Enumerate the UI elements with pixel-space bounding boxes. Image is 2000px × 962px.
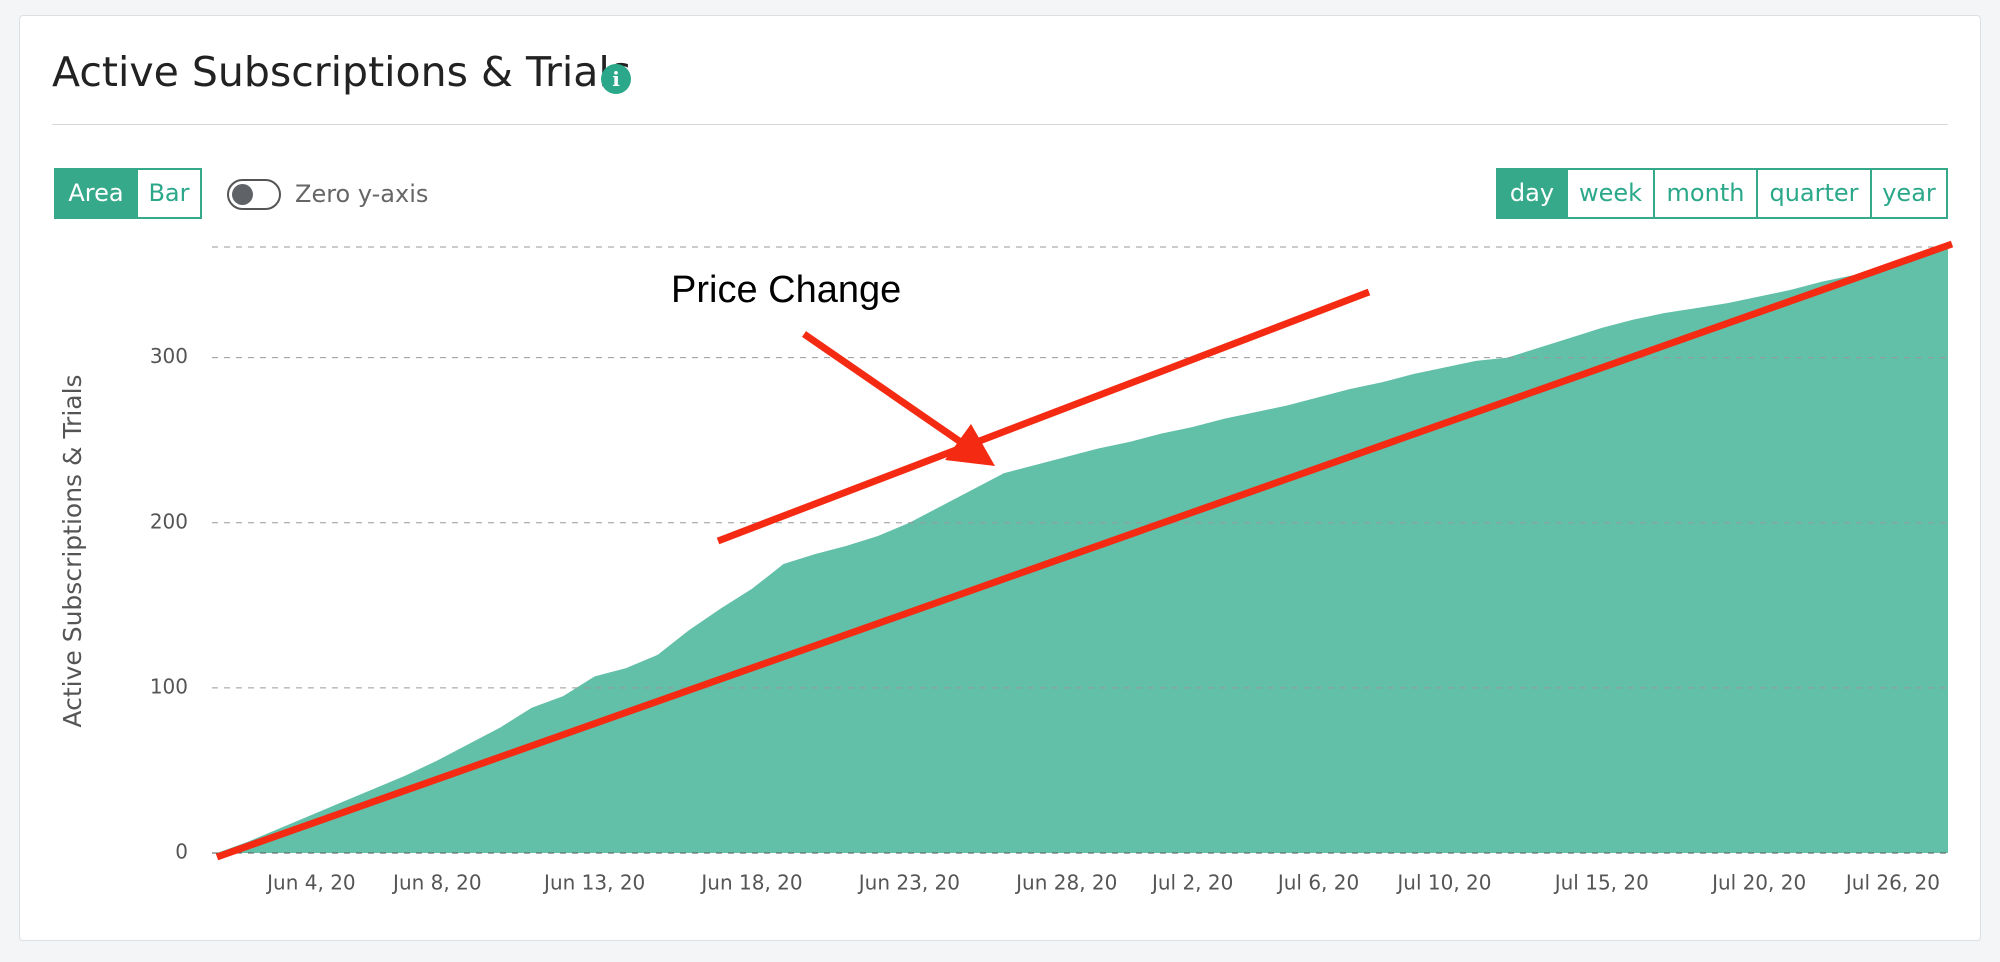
x-tick-label: Jul 10, 20 [1395,871,1491,895]
toggle-label: Zero y-axis [295,180,429,208]
arrow-head [945,424,995,466]
annotation: Price Change [671,269,901,311]
x-tick-label: Jun 8, 20 [391,871,482,895]
y-tick-label: 300 [150,344,188,368]
x-tick-label: Jun 28, 20 [1014,871,1117,895]
x-tick-label: Jun 4, 20 [265,871,356,895]
button[interactable]: Bar [136,168,202,219]
y-tick-label: 0 [175,840,188,864]
trend-line [215,240,1954,861]
title: Active Subscriptions & Trials [52,48,632,96]
info-icon[interactable]: i [601,64,631,94]
button[interactable]: day [1496,168,1568,219]
trend-line [716,288,1371,545]
toggle-knob [232,184,253,205]
x-tick-label: Jul 20, 20 [1710,871,1806,895]
x-tick-label: Jun 18, 20 [699,871,802,895]
button[interactable]: month [1653,168,1758,219]
button[interactable]: quarter [1756,168,1872,219]
y-tick-label: 200 [150,509,188,533]
zero-axis-toggle[interactable] [227,179,281,210]
divider [52,124,1948,125]
x-tick-label: Jun 23, 20 [857,871,960,895]
x-tick-label: Jul 15, 20 [1553,871,1649,895]
button[interactable]: year [1870,168,1948,219]
y-tick-label: 100 [150,674,188,698]
y-axis-title: Active Subscriptions & Trials [58,374,87,727]
button[interactable]: week [1566,168,1655,219]
button[interactable]: Area [54,168,138,219]
x-tick-label: Jul 26, 20 [1844,871,1940,895]
x-tick-label: Jun 13, 20 [542,871,645,895]
x-tick-label: Jul 2, 20 [1150,871,1233,895]
arrow-shaft [802,331,967,448]
x-tick-label: Jul 6, 20 [1276,871,1359,895]
